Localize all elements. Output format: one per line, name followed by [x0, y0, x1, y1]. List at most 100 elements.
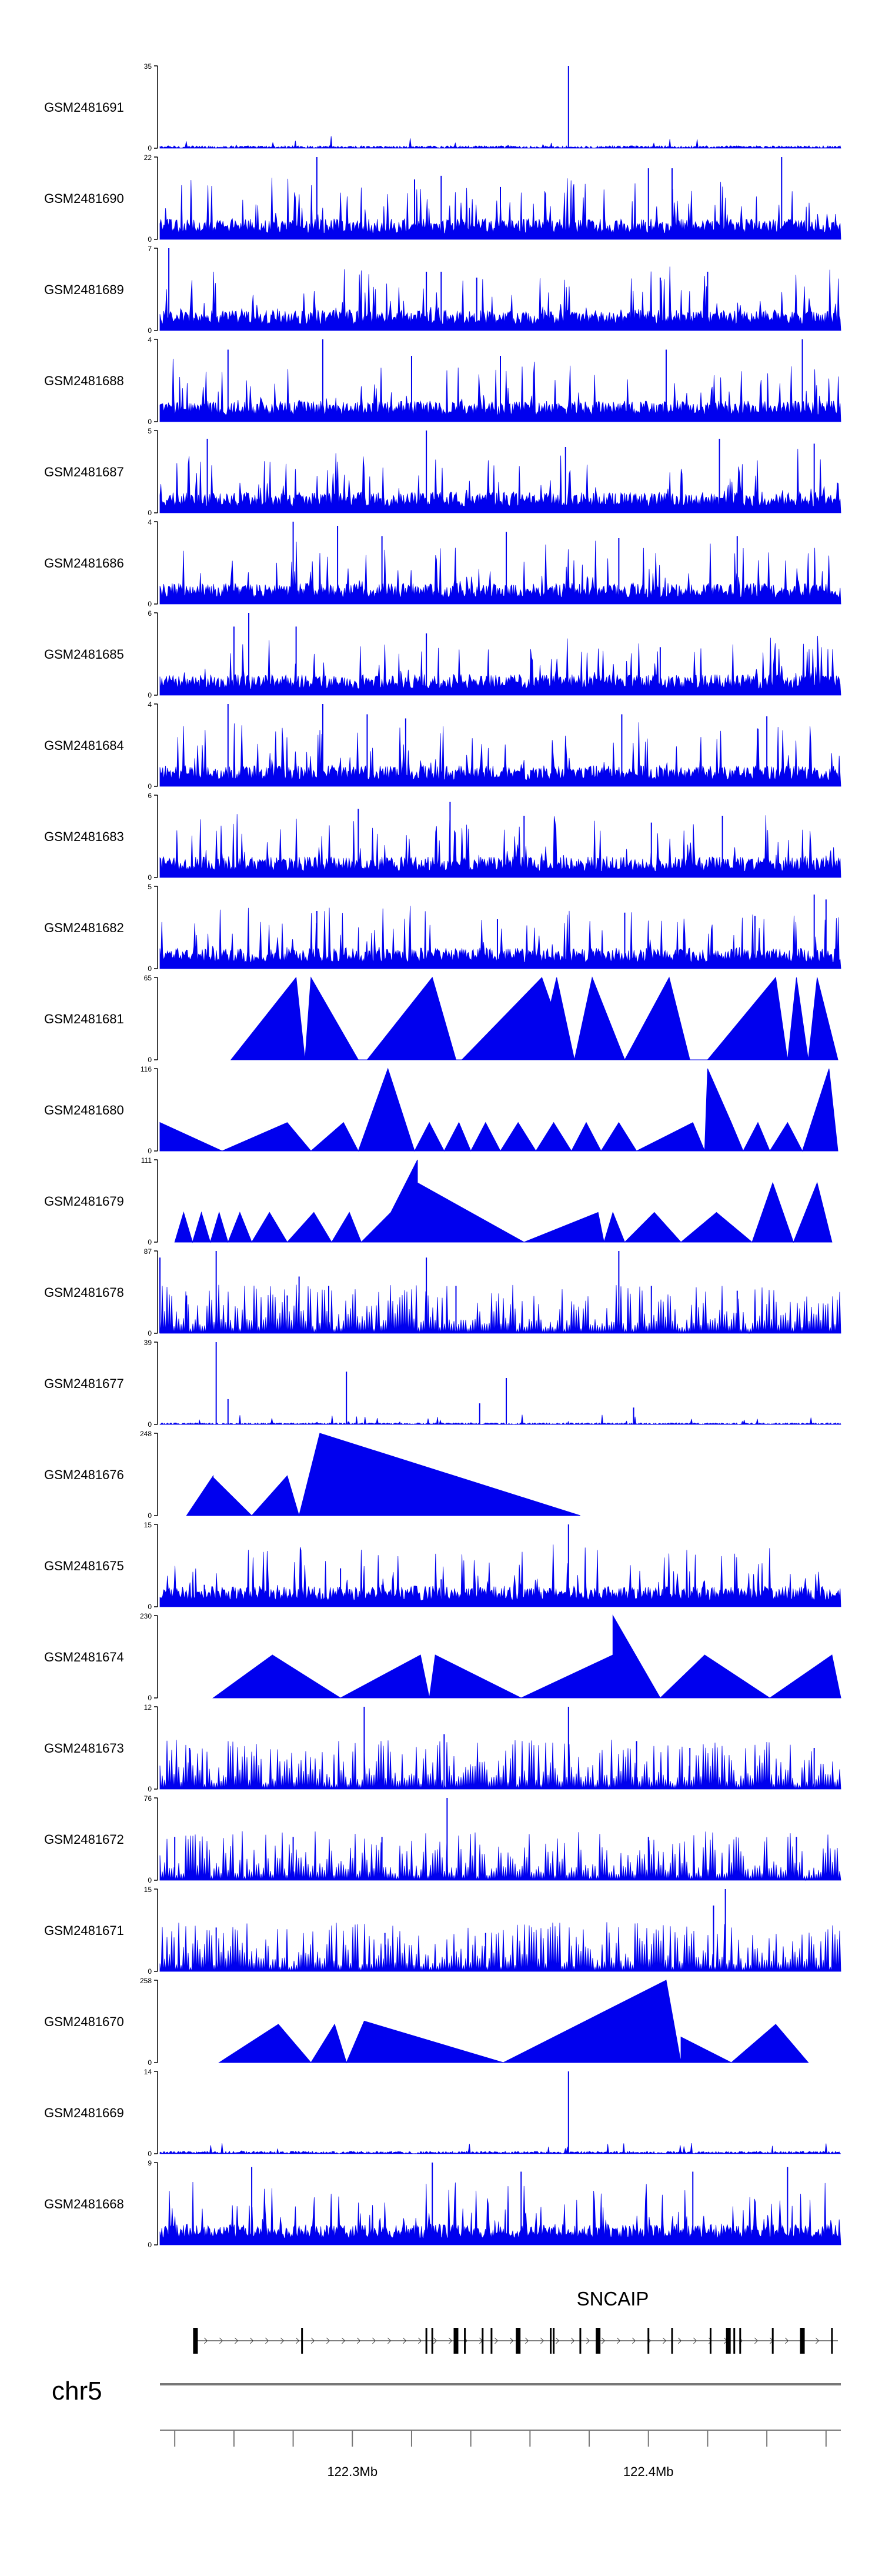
track-label: GSM2481674	[44, 1650, 124, 1664]
y-max-label: 76	[144, 1794, 152, 1803]
y-max-label: 35	[144, 62, 152, 71]
track-label: GSM2481687	[44, 465, 124, 479]
strand-arrow	[342, 2337, 346, 2344]
track-label: GSM2481676	[44, 1467, 124, 1482]
gene-name-label: SNCAIP	[577, 2288, 649, 2310]
track-GSM2481677: GSM2481677 39 0	[44, 1339, 841, 1429]
track-GSM2481673: GSM2481673 12 0	[44, 1703, 841, 1793]
y-min-label: 0	[148, 1876, 152, 1884]
strand-arrow	[816, 2337, 820, 2344]
gene-exon	[579, 2328, 582, 2354]
strand-arrow	[678, 2337, 682, 2344]
track-GSM2481688: GSM2481688 4 0	[44, 336, 841, 426]
y-max-label: 14	[144, 2068, 152, 2076]
gene-exon	[553, 2328, 555, 2354]
track-label: GSM2481691	[44, 100, 124, 115]
y-max-label: 7	[148, 245, 152, 253]
signal-area	[218, 1980, 809, 2064]
y-min-label: 0	[148, 1511, 152, 1520]
y-max-label: 116	[141, 1065, 152, 1073]
gene-exon	[431, 2328, 433, 2354]
strand-arrow	[280, 2337, 285, 2344]
track-label: GSM2481675	[44, 1559, 124, 1573]
track-label: GSM2481672	[44, 1832, 124, 1847]
y-min-label: 0	[148, 965, 152, 973]
signal-area	[159, 635, 841, 696]
track-GSM2481681: GSM2481681 65 0	[44, 974, 838, 1064]
track-GSM2481669: GSM2481669 14 0	[44, 2068, 841, 2158]
strand-arrow	[235, 2337, 239, 2344]
strand-arrow	[586, 2337, 590, 2344]
genome-axis-label: 122.4Mb	[623, 2464, 674, 2479]
y-max-label: 6	[148, 792, 152, 800]
track-label: GSM2481668	[44, 2197, 124, 2211]
y-min-label: 0	[148, 1694, 152, 1702]
track-GSM2481690: GSM2481690 22 0	[44, 154, 841, 243]
strand-arrow	[326, 2337, 330, 2344]
signal-area	[174, 1159, 833, 1243]
strand-arrow	[296, 2337, 300, 2344]
y-min-label: 0	[148, 1785, 152, 1793]
strand-arrow	[433, 2337, 437, 2344]
track-GSM2481678: GSM2481678 87 0	[44, 1247, 841, 1337]
gene-exon	[301, 2328, 303, 2354]
strand-arrow	[449, 2337, 453, 2344]
y-min-label: 0	[148, 1420, 152, 1429]
y-min-label: 0	[148, 2150, 152, 2158]
track-label: GSM2481682	[44, 920, 124, 935]
track-label: GSM2481679	[44, 1194, 124, 1209]
track-label: GSM2481683	[44, 829, 124, 844]
track-GSM2481679: GSM2481679 111 0	[44, 1156, 833, 1246]
gene-exon	[771, 2328, 774, 2354]
signal-area	[159, 136, 841, 149]
gene-exon	[453, 2328, 459, 2354]
track-label: GSM2481685	[44, 647, 124, 662]
y-min-label: 0	[148, 691, 152, 699]
track-GSM2481684: GSM2481684 4 0	[44, 700, 841, 790]
track-GSM2481683: GSM2481683 6 0	[44, 792, 841, 882]
gene-exon	[464, 2328, 466, 2354]
gene-exon	[490, 2328, 493, 2354]
signal-area	[159, 1740, 841, 1790]
strand-arrow	[525, 2337, 529, 2344]
track-label: GSM2481670	[44, 2014, 124, 2029]
strand-arrow	[785, 2337, 789, 2344]
y-max-label: 258	[140, 1977, 152, 1985]
strand-arrow	[265, 2337, 269, 2344]
signal-area	[159, 814, 841, 878]
signal-area	[159, 1831, 841, 1881]
signal-area	[159, 2181, 841, 2245]
track-label: GSM2481684	[44, 738, 124, 753]
track-label: GSM2481686	[44, 556, 124, 570]
data-tracks: GSM2481691350GSM2481690220GSM248168970GS…	[44, 62, 841, 2249]
y-min-label: 0	[148, 1238, 152, 1246]
gene-exon	[733, 2328, 736, 2354]
chromosome-ideogram	[160, 2383, 841, 2385]
track-label: GSM2481680	[44, 1103, 124, 1117]
y-max-label: 22	[144, 154, 152, 162]
gene-exon	[516, 2328, 521, 2354]
gene-exon	[550, 2328, 552, 2354]
gene-exon	[831, 2328, 833, 2354]
signal-area	[159, 905, 841, 969]
signal-area	[159, 1922, 841, 1972]
strand-arrow	[418, 2337, 422, 2344]
y-min-label: 0	[148, 782, 152, 790]
track-GSM2481685: GSM2481685 6 0	[44, 609, 841, 699]
y-max-label: 4	[148, 336, 152, 344]
strand-arrow	[571, 2337, 575, 2344]
track-GSM2481689: GSM2481689 7 0	[44, 245, 841, 335]
track-GSM2481676: GSM2481676 248 0	[44, 1430, 581, 1520]
y-min-label: 0	[148, 2241, 152, 2249]
track-label: GSM2481688	[44, 373, 124, 388]
strand-arrow	[540, 2337, 544, 2344]
strand-arrow	[510, 2337, 514, 2344]
strand-arrow	[663, 2337, 667, 2344]
strand-arrow	[372, 2337, 376, 2344]
gene-model-track: SNCAIP	[193, 2288, 838, 2354]
genome-axis: chr5 122.3Mb 122.4Mb	[52, 2377, 841, 2479]
y-min-label: 0	[148, 235, 152, 243]
track-GSM2481686: GSM2481686 4 0	[44, 518, 841, 608]
track-GSM2481675: GSM2481675 15 0	[44, 1521, 841, 1611]
y-min-label: 0	[148, 1329, 152, 1337]
